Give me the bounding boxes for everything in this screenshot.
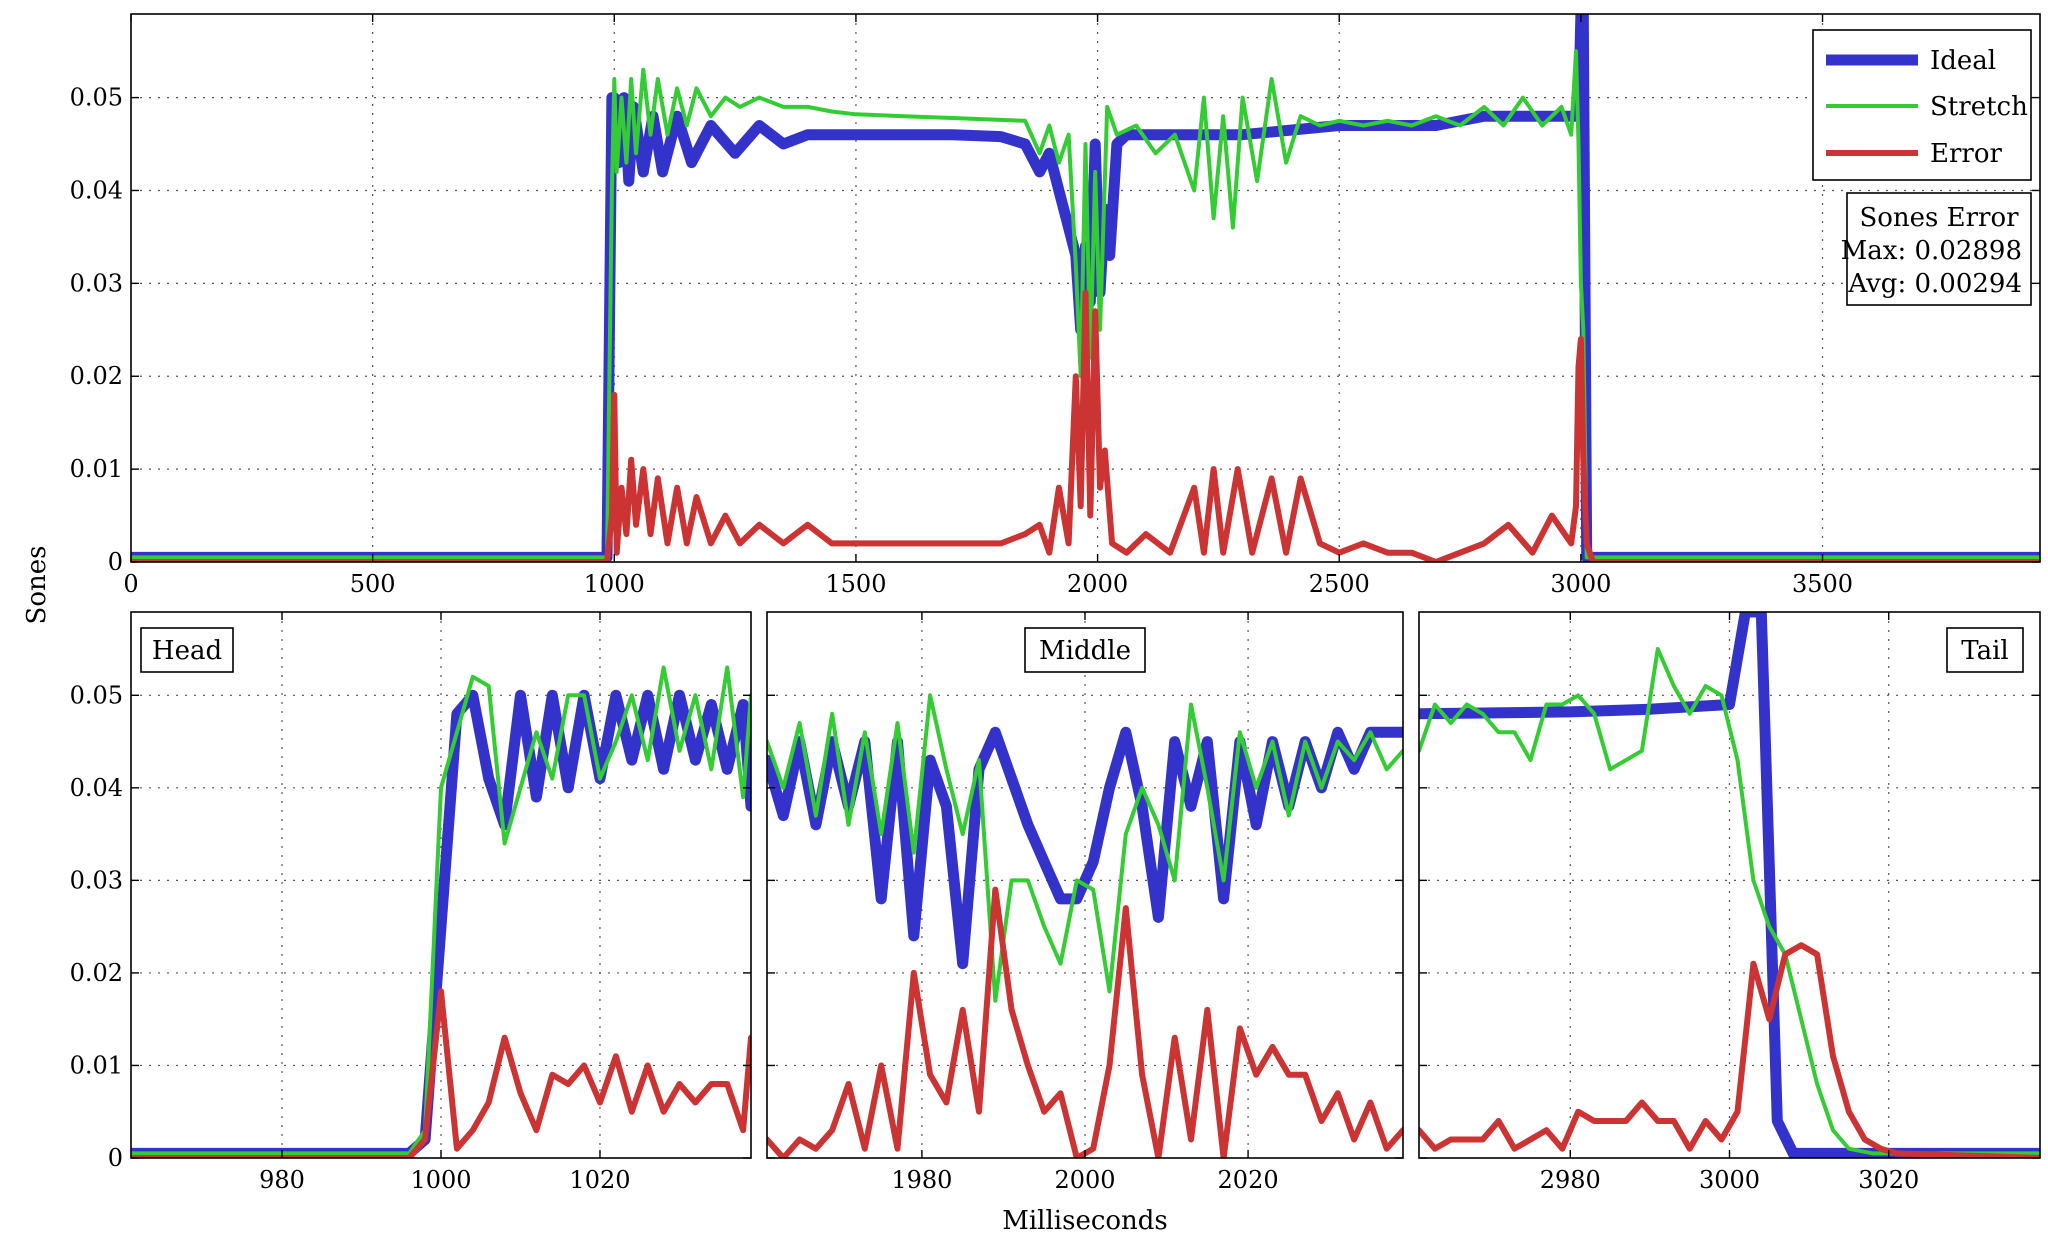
head-ytick-label: 0.02 (70, 959, 123, 987)
tail-series-stretch (1419, 647, 2040, 1156)
tail-panel-label: Tail (1946, 627, 2024, 673)
head-xtick-label: 1020 (569, 1166, 630, 1194)
overview-ytick-label: 0.02 (70, 362, 123, 390)
head-ytick-label: 0.04 (70, 774, 123, 802)
middle-panel-label: Middle (1024, 627, 1146, 673)
legend: Ideal Stretch Error (1812, 29, 2032, 181)
middle-panel: 1980 2000 2020 (766, 611, 1404, 1194)
tail-xtick-label: 3000 (1699, 1166, 1760, 1194)
head-ytick-label: 0.05 (70, 681, 123, 709)
head-ytick-label: 0 (108, 1144, 123, 1172)
middle-series-stretch (767, 693, 1403, 1003)
overview-xtick-label: 2000 (1067, 570, 1128, 598)
overview-ytick-label: 0.05 (70, 84, 123, 112)
svg-text:Tail: Tail (1961, 636, 2008, 666)
middle-xtick-label: 1980 (891, 1166, 952, 1194)
middle-series (767, 693, 1403, 1158)
legend-ideal-label: Ideal (1930, 46, 1996, 76)
head-series (131, 665, 751, 1158)
overview-xtick-label: 3500 (1792, 570, 1853, 598)
head-panel-label: Head (140, 627, 234, 673)
overview-xtick-label: 1500 (825, 570, 886, 598)
overview-ytick-label: 0 (108, 548, 123, 576)
head-series-stretch (131, 665, 751, 1156)
overview-frame (130, 13, 2041, 563)
overview-series-ideal (131, 14, 2040, 562)
tail-series (1419, 612, 2040, 1158)
tail-xtick-label: 2980 (1540, 1166, 1601, 1194)
svg-text:Head: Head (152, 636, 222, 666)
head-ytick-label: 0.03 (70, 866, 123, 894)
overview-xtick-label: 500 (350, 570, 396, 598)
tail-panel: 2980 3000 3020 (1418, 611, 2041, 1194)
overview-xtick-label: 1000 (584, 570, 645, 598)
overview-series-stretch (131, 49, 2040, 560)
head-ytick-label: 0.01 (70, 1051, 123, 1079)
middle-xtick-label: 2020 (1218, 1166, 1279, 1194)
x-axis-label: Milliseconds (1002, 1206, 1168, 1236)
overview-series (131, 14, 2040, 562)
error-stats-frame (1846, 192, 2032, 306)
overview-series-error (131, 289, 2040, 562)
overview-panel: 0 500 1000 1500 2000 2500 3000 3500 0 0.01 0.02 0.0… (70, 13, 2041, 598)
tail-xtick-label: 3020 (1858, 1166, 1919, 1194)
overview-ytick-label: 0.04 (70, 176, 123, 204)
error-stats-avg: Avg: 0.00294 (1847, 269, 2022, 299)
tail-series-ideal (1419, 612, 2040, 1158)
error-stats-max: Max: 0.02898 (1841, 236, 2022, 266)
svg-text:Middle: Middle (1039, 636, 1131, 666)
overview-ytick-label: 0.03 (70, 269, 123, 297)
head-series-error (131, 988, 751, 1158)
overview-xtick-label: 3000 (1550, 570, 1611, 598)
tail-series-error (1419, 942, 2040, 1158)
error-stats-box: Sones Error Max: 0.02898 Avg: 0.00294 (1841, 192, 2032, 306)
head-panel: 980 1000 1020 0 0.01 0.02 0.03 0.04 0.05 (70, 611, 752, 1194)
legend-error-label: Error (1930, 139, 2002, 169)
head-series-ideal (131, 689, 751, 1158)
legend-stretch-label: Stretch (1930, 92, 2028, 122)
head-xtick-label: 980 (259, 1166, 305, 1194)
overview-xtick-label: 0 (123, 570, 138, 598)
head-xtick-label: 1000 (410, 1166, 471, 1194)
overview-ytick-label: 0.01 (70, 455, 123, 483)
middle-xtick-label: 2000 (1054, 1166, 1115, 1194)
y-axis-label: Sones (22, 546, 52, 625)
overview-xtick-label: 2500 (1309, 570, 1370, 598)
error-stats-title: Sones Error (1859, 203, 2019, 233)
